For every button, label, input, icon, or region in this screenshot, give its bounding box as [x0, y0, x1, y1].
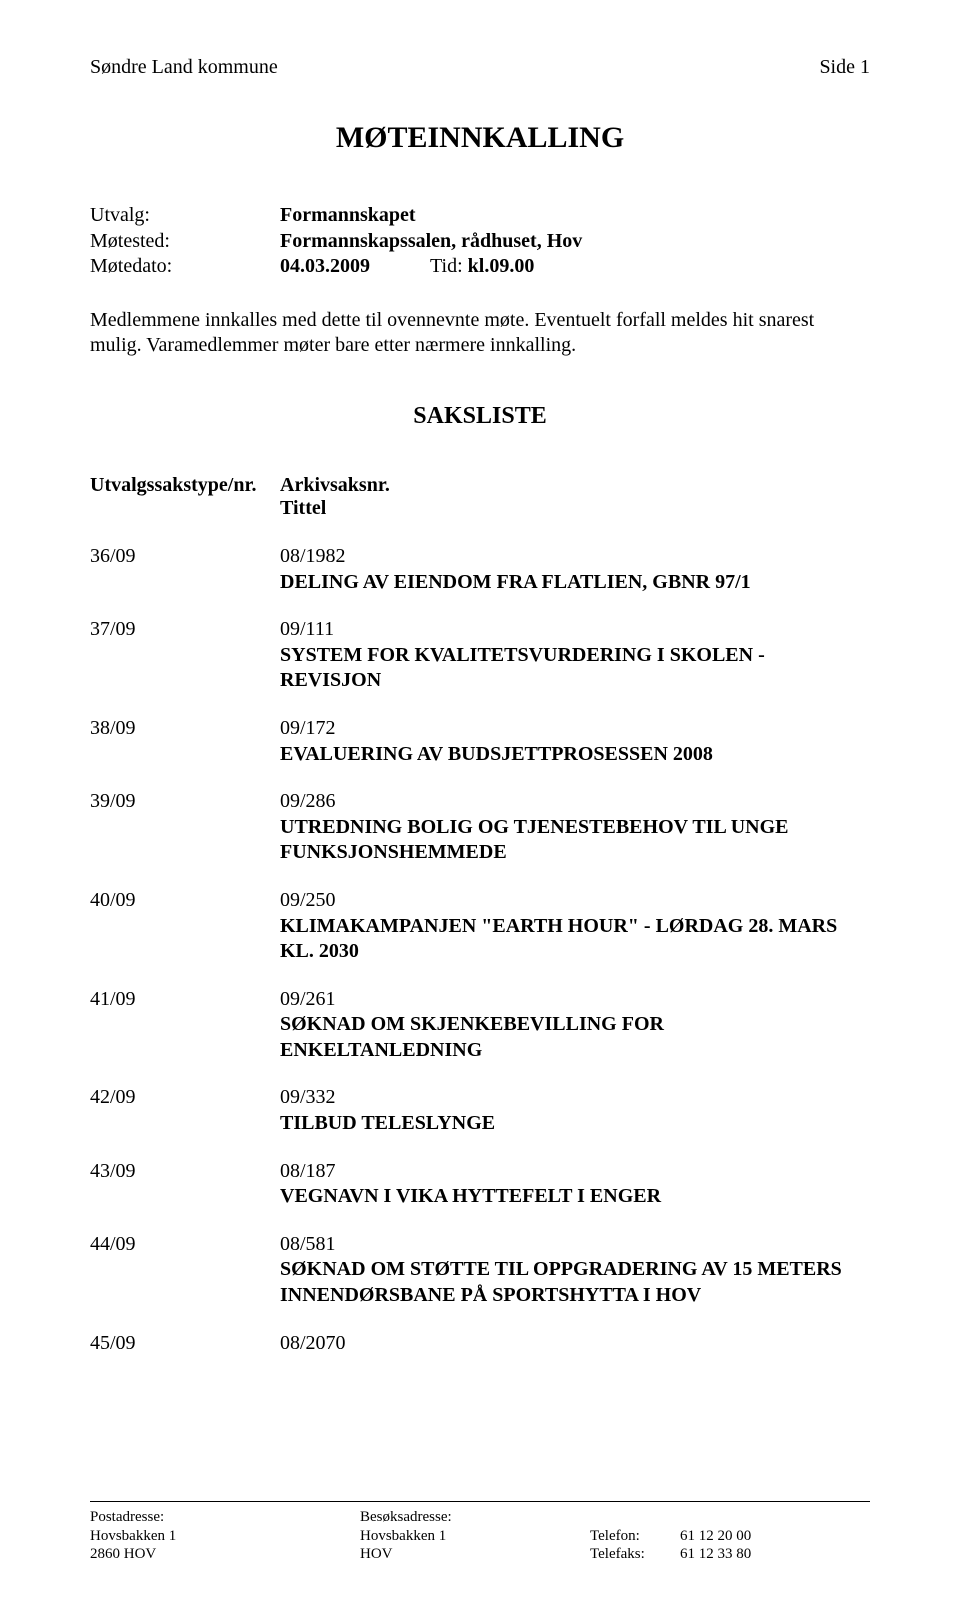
sak-title: VEGNAVN I VIKA HYTTEFELT I ENGER	[280, 1184, 870, 1210]
col-header-arkiv-line1: Arkivsaksnr.	[280, 474, 870, 497]
sak-case-number: 37/09	[90, 617, 280, 694]
sak-item: 42/0909/332TILBUD TELESLYNGE	[90, 1085, 870, 1136]
page-header: Søndre Land kommune Side 1	[90, 56, 870, 79]
meeting-meta: Utvalg: Formannskapet Møtested: Formanns…	[90, 203, 870, 280]
sak-title: EVALUERING AV BUDSJETTPROSESSEN 2008	[280, 742, 870, 768]
footer-phone: Telefon: 61 12 20 00	[590, 1527, 870, 1546]
sak-item: 44/0908/581SØKNAD OM STØTTE TIL OPPGRADE…	[90, 1232, 870, 1309]
meta-value-time: Tid: kl.09.00	[430, 254, 534, 280]
meta-value-date: 04.03.2009	[280, 254, 370, 280]
sak-arkiv-number: 08/2070	[280, 1331, 870, 1357]
intro-paragraph: Medlemmene innkalles med dette til ovenn…	[90, 308, 870, 359]
footer-visit-line2: HOV	[360, 1545, 590, 1564]
meta-value: Formannskapssalen, rådhuset, Hov	[280, 229, 582, 255]
footer-post-line2: 2860 HOV	[90, 1545, 360, 1564]
sak-case-number: 44/09	[90, 1232, 280, 1309]
sak-item: 38/0909/172EVALUERING AV BUDSJETTPROSESS…	[90, 716, 870, 767]
col-header-arkiv: Arkivsaksnr. Tittel	[280, 474, 870, 520]
meta-value: Formannskapet	[280, 203, 416, 229]
sak-title: DELING AV EIENDOM FRA FLATLIEN, GBNR 97/…	[280, 570, 870, 596]
sak-item: 45/0908/2070	[90, 1331, 870, 1357]
sak-case-number: 40/09	[90, 888, 280, 965]
sak-body: 09/172EVALUERING AV BUDSJETTPROSESSEN 20…	[280, 716, 870, 767]
sak-item: 40/0909/250KLIMAKAMPANJEN "EARTH HOUR" -…	[90, 888, 870, 965]
sak-arkiv-number: 09/332	[280, 1085, 870, 1111]
sak-body: 08/1982DELING AV EIENDOM FRA FLATLIEN, G…	[280, 544, 870, 595]
footer-visit-label: Besøksadresse:	[360, 1508, 590, 1527]
meta-row-utvalg: Utvalg: Formannskapet	[90, 203, 870, 229]
sak-arkiv-number: 09/250	[280, 888, 870, 914]
footer-postadresse: Postadresse: Hovsbakken 1 2860 HOV	[90, 1508, 360, 1564]
sak-item: 43/0908/187VEGNAVN I VIKA HYTTEFELT I EN…	[90, 1159, 870, 1210]
footer-phone-value: 61 12 20 00	[680, 1527, 751, 1546]
column-headers: Utvalgssakstype/nr. Arkivsaksnr. Tittel	[90, 474, 870, 520]
sak-case-number: 39/09	[90, 789, 280, 866]
sak-item: 36/0908/1982DELING AV EIENDOM FRA FLATLI…	[90, 544, 870, 595]
sak-body: 09/261SØKNAD OM SKJENKEBEVILLING FOR ENK…	[280, 987, 870, 1064]
sak-arkiv-number: 09/261	[280, 987, 870, 1013]
footer-contact: Telefon: 61 12 20 00 Telefaks: 61 12 33 …	[590, 1508, 870, 1564]
meta-label: Utvalg:	[90, 203, 280, 229]
sak-body: 09/332TILBUD TELESLYNGE	[280, 1085, 870, 1136]
sak-title: TILBUD TELESLYNGE	[280, 1111, 870, 1137]
org-name: Søndre Land kommune	[90, 56, 278, 79]
sak-title: KLIMAKAMPANJEN "EARTH HOUR" - LØRDAG 28.…	[280, 914, 870, 965]
sak-arkiv-number: 09/172	[280, 716, 870, 742]
footer-post-label: Postadresse:	[90, 1508, 360, 1527]
meta-tid-label: Tid:	[430, 255, 463, 277]
footer-fax-value: 61 12 33 80	[680, 1545, 751, 1564]
sak-item: 39/0909/286UTREDNING BOLIG OG TJENESTEBE…	[90, 789, 870, 866]
footer-phone-label: Telefon:	[590, 1527, 680, 1546]
footer-fax-label: Telefaks:	[590, 1545, 680, 1564]
sak-title: SØKNAD OM STØTTE TIL OPPGRADERING AV 15 …	[280, 1257, 870, 1308]
meta-tid-value: kl.09.00	[468, 255, 535, 277]
page-footer: Postadresse: Hovsbakken 1 2860 HOV Besøk…	[90, 1501, 870, 1564]
saksliste-items: 36/0908/1982DELING AV EIENDOM FRA FLATLI…	[90, 544, 870, 1356]
meta-row-motested: Møtested: Formannskapssalen, rådhuset, H…	[90, 229, 870, 255]
sak-arkiv-number: 09/286	[280, 789, 870, 815]
sak-item: 37/0909/111SYSTEM FOR KVALITETSVURDERING…	[90, 617, 870, 694]
sak-title: SØKNAD OM SKJENKEBEVILLING FOR ENKELTANL…	[280, 1012, 870, 1063]
sak-body: 09/250KLIMAKAMPANJEN "EARTH HOUR" - LØRD…	[280, 888, 870, 965]
meta-label: Møtested:	[90, 229, 280, 255]
page-number: Side 1	[819, 56, 870, 79]
sak-body: 08/2070	[280, 1331, 870, 1357]
col-header-case: Utvalgssakstype/nr.	[90, 474, 280, 520]
footer-post-line1: Hovsbakken 1	[90, 1527, 360, 1546]
col-header-arkiv-line2: Tittel	[280, 497, 870, 520]
meta-row-motedato: Møtedato: 04.03.2009 Tid: kl.09.00	[90, 254, 870, 280]
meta-value-group: 04.03.2009 Tid: kl.09.00	[280, 254, 534, 280]
saksliste-heading: SAKSLISTE	[90, 403, 870, 430]
sak-title: UTREDNING BOLIG OG TJENESTEBEHOV TIL UNG…	[280, 815, 870, 866]
page: Søndre Land kommune Side 1 MØTEINNKALLIN…	[0, 0, 960, 1604]
sak-body: 09/111SYSTEM FOR KVALITETSVURDERING I SK…	[280, 617, 870, 694]
sak-title: SYSTEM FOR KVALITETSVURDERING I SKOLEN -…	[280, 643, 870, 694]
footer-fax: Telefaks: 61 12 33 80	[590, 1545, 870, 1564]
sak-case-number: 42/09	[90, 1085, 280, 1136]
sak-case-number: 45/09	[90, 1331, 280, 1357]
sak-case-number: 43/09	[90, 1159, 280, 1210]
sak-item: 41/0909/261SØKNAD OM SKJENKEBEVILLING FO…	[90, 987, 870, 1064]
meta-label: Møtedato:	[90, 254, 280, 280]
document-title: MØTEINNKALLING	[90, 121, 870, 155]
sak-arkiv-number: 08/581	[280, 1232, 870, 1258]
sak-case-number: 36/09	[90, 544, 280, 595]
sak-arkiv-number: 08/187	[280, 1159, 870, 1185]
sak-body: 08/187VEGNAVN I VIKA HYTTEFELT I ENGER	[280, 1159, 870, 1210]
sak-arkiv-number: 08/1982	[280, 544, 870, 570]
sak-arkiv-number: 09/111	[280, 617, 870, 643]
footer-besoksadresse: Besøksadresse: Hovsbakken 1 HOV	[360, 1508, 590, 1564]
footer-visit-line1: Hovsbakken 1	[360, 1527, 590, 1546]
sak-body: 08/581SØKNAD OM STØTTE TIL OPPGRADERING …	[280, 1232, 870, 1309]
sak-body: 09/286UTREDNING BOLIG OG TJENESTEBEHOV T…	[280, 789, 870, 866]
sak-case-number: 38/09	[90, 716, 280, 767]
sak-case-number: 41/09	[90, 987, 280, 1064]
